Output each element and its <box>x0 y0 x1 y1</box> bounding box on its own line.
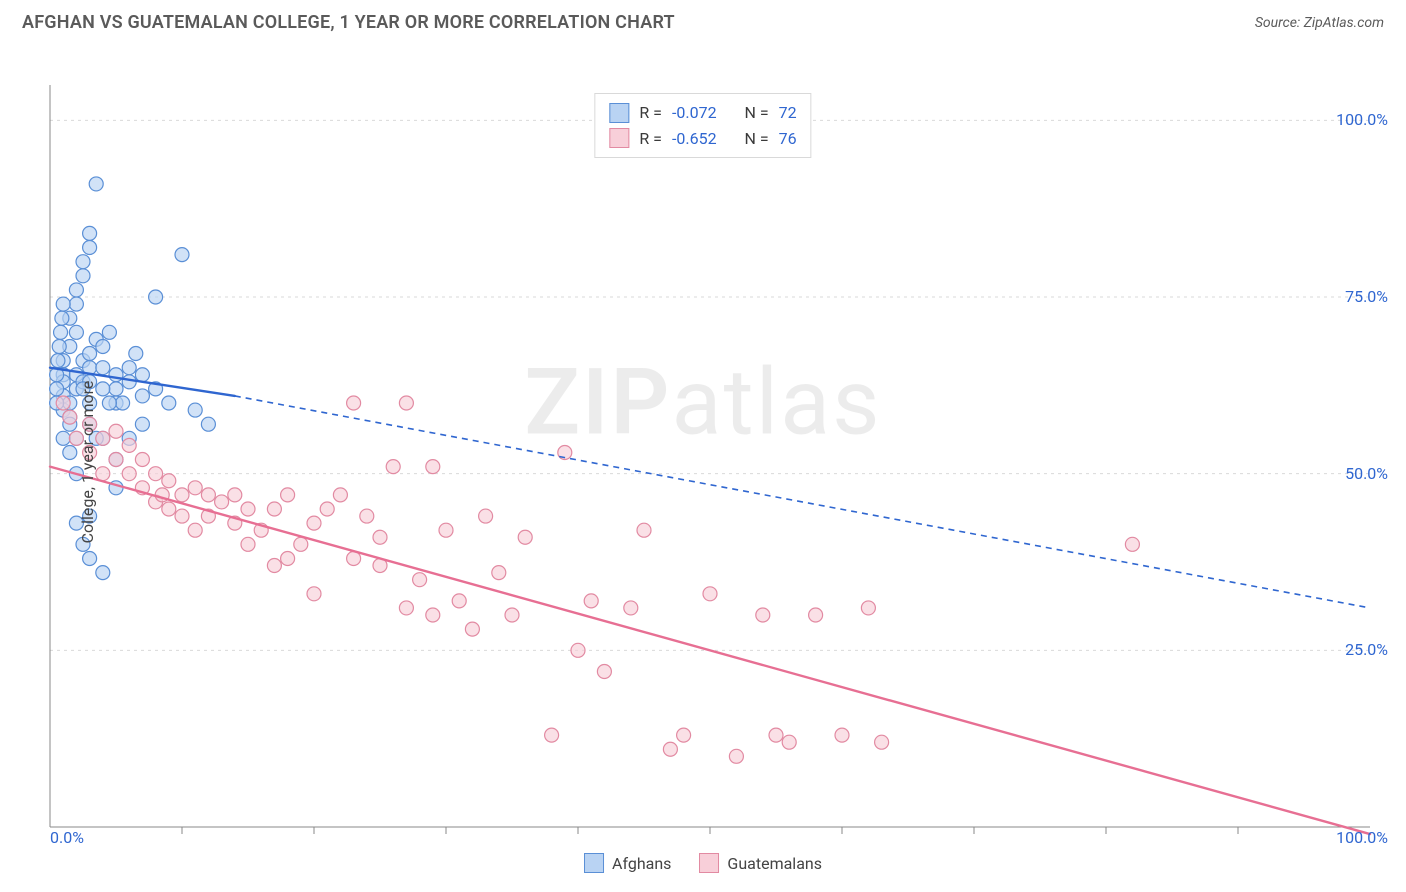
n-value-afghans: 72 <box>779 100 797 126</box>
chart-area: College, 1 year or more ZIPatlas 100.0% … <box>0 37 1406 887</box>
legend-row-guatemalans: R = -0.652 N = 76 <box>609 126 796 152</box>
x-tick-100: 100.0% <box>1336 828 1388 847</box>
swatch-icon <box>584 853 604 873</box>
y-axis-label: College, 1 year or more <box>78 381 97 544</box>
y-tick-75: 75.0% <box>1345 287 1388 306</box>
n-value-guatemalans: 76 <box>779 126 797 152</box>
r-value-guatemalans: -0.652 <box>672 126 717 152</box>
scatter-plot-svg <box>0 37 1406 887</box>
header: AFGHAN VS GUATEMALAN COLLEGE, 1 YEAR OR … <box>0 0 1406 37</box>
legend-row-afghans: R = -0.072 N = 72 <box>609 100 796 126</box>
y-tick-100: 100.0% <box>1336 110 1388 129</box>
legend-item-guatemalans: Guatemalans <box>699 853 822 873</box>
r-value-afghans: -0.072 <box>672 100 717 126</box>
x-tick-0: 0.0% <box>50 828 84 847</box>
swatch-afghans <box>609 103 629 123</box>
swatch-icon <box>699 853 719 873</box>
chart-title: AFGHAN VS GUATEMALAN COLLEGE, 1 YEAR OR … <box>22 12 675 33</box>
swatch-guatemalans <box>609 128 629 148</box>
correlation-legend: R = -0.072 N = 72 R = -0.652 N = 76 <box>594 93 811 158</box>
source-label: Source: ZipAtlas.com <box>1255 15 1384 31</box>
legend-item-afghans: Afghans <box>584 853 671 873</box>
y-tick-25: 25.0% <box>1345 640 1388 659</box>
y-tick-50: 50.0% <box>1345 464 1388 483</box>
series-legend: Afghans Guatemalans <box>584 853 822 873</box>
